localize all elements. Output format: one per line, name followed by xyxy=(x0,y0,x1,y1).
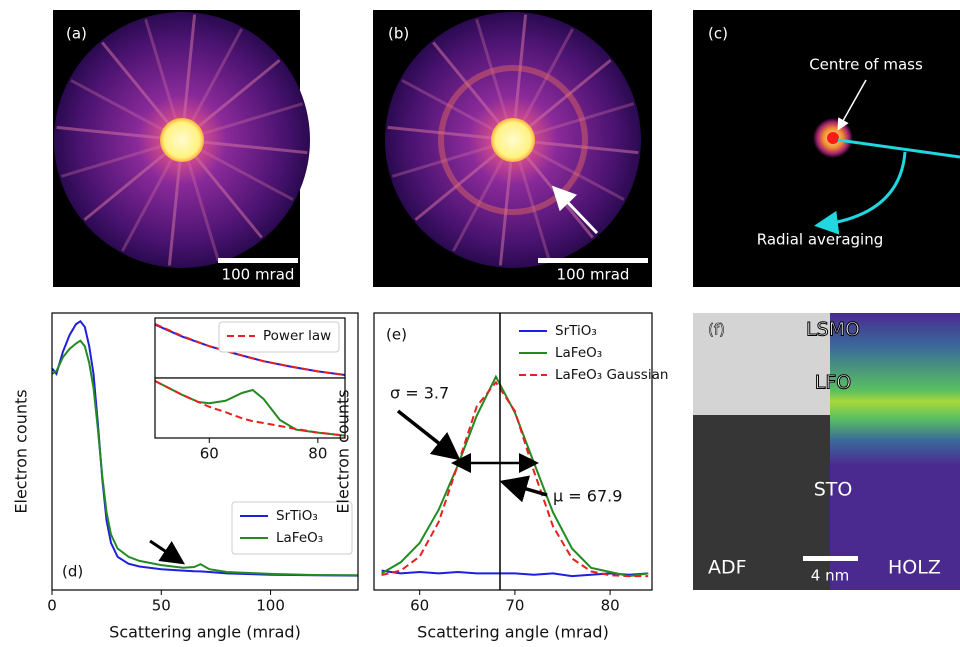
region-label: STO xyxy=(814,479,853,501)
panel-label: (f) xyxy=(708,321,725,339)
x-tick-label: 80 xyxy=(308,445,327,463)
axes-frame xyxy=(51,312,359,591)
panel-b: (b) 100 mrad xyxy=(373,10,652,287)
charts: 0 50 100 Scattering angle (mrad) Electron co… xyxy=(12,312,668,642)
arrow xyxy=(149,539,185,565)
scale-bar-label: 100 mrad xyxy=(557,266,630,284)
central-beam xyxy=(160,118,204,162)
arrow xyxy=(837,79,867,131)
scale-bar xyxy=(538,258,648,263)
series-line xyxy=(154,323,346,376)
inset-bg xyxy=(155,378,345,438)
y-axis-label: Electron counts xyxy=(12,389,31,513)
x-tick-label: 60 xyxy=(410,597,429,615)
scale-bar-label: 100 mrad xyxy=(222,266,295,284)
adf-top xyxy=(693,313,830,415)
panel-a: (a) 100 mrad xyxy=(53,10,310,287)
axes-frame xyxy=(373,312,653,591)
panel-label: (d) xyxy=(62,563,83,581)
panel-c: (c) Centre of mass Radial averaging xyxy=(693,10,960,287)
axes-frame xyxy=(154,377,346,439)
panel-label: (e) xyxy=(386,326,407,344)
scale-bar-label: 4 nm xyxy=(811,567,849,585)
centre-of-mass xyxy=(827,132,839,144)
panel-f: (f) LSMO LFO STO ADF 4 nm HOLZ xyxy=(693,313,960,590)
panel-label: (a) xyxy=(66,25,87,43)
central-beam xyxy=(491,118,535,162)
legend-label: LaFeO₃ xyxy=(276,530,323,546)
series-line xyxy=(51,319,359,577)
holz-ring xyxy=(438,65,588,215)
x-axis-label: Scattering angle (mrad) xyxy=(109,623,301,642)
arrow xyxy=(551,185,599,235)
x-tick-label: 80 xyxy=(601,597,620,615)
chart: Power law xyxy=(154,317,346,379)
arrow xyxy=(499,475,548,503)
legend-label: Power law xyxy=(263,328,331,344)
y-axis-label: Electron counts xyxy=(334,389,353,513)
chart: 0 50 100 Scattering angle (mrad) Electron co… xyxy=(12,312,359,642)
image-label: ADF xyxy=(708,557,747,579)
scale-bar xyxy=(218,258,298,263)
annotation: μ = 67.9 xyxy=(553,487,622,506)
x-tick-label: 100 xyxy=(256,597,285,615)
radius-line xyxy=(837,138,960,159)
chart: 60 80 xyxy=(154,377,346,463)
image-label: HOLZ xyxy=(888,557,941,579)
x-axis-label: Scattering angle (mrad) xyxy=(417,623,609,642)
annotation: Radial averaging xyxy=(757,231,883,249)
panel-label: (c) xyxy=(708,25,728,43)
holz-map xyxy=(830,313,960,590)
series-line xyxy=(381,374,649,578)
scale-bar xyxy=(803,556,858,561)
x-tick-label: 50 xyxy=(152,597,171,615)
annotation: Centre of mass xyxy=(809,56,923,74)
series-line xyxy=(154,380,346,437)
annotation: σ = 3.7 xyxy=(390,384,449,403)
region-label: LFO xyxy=(815,372,851,394)
panel-label: (b) xyxy=(388,25,409,43)
legend-label: LaFeO₃ xyxy=(555,345,602,361)
series-line xyxy=(381,380,649,578)
legend-label: LaFeO₃ Gaussian xyxy=(555,367,668,383)
legend-frame xyxy=(218,321,340,353)
arrow xyxy=(396,409,461,461)
series-line xyxy=(51,339,359,577)
x-tick-label: 60 xyxy=(200,445,219,463)
legend-label: SrTiO₃ xyxy=(555,323,597,339)
x-tick-label: 0 xyxy=(47,597,57,615)
region-label: LSMO xyxy=(806,319,860,341)
legend-label: SrTiO₃ xyxy=(276,508,318,524)
radial-arrow xyxy=(814,151,907,235)
chart: 60 70 80 Scattering angle (mrad) Electron co… xyxy=(334,312,668,642)
x-tick-label: 70 xyxy=(505,597,524,615)
